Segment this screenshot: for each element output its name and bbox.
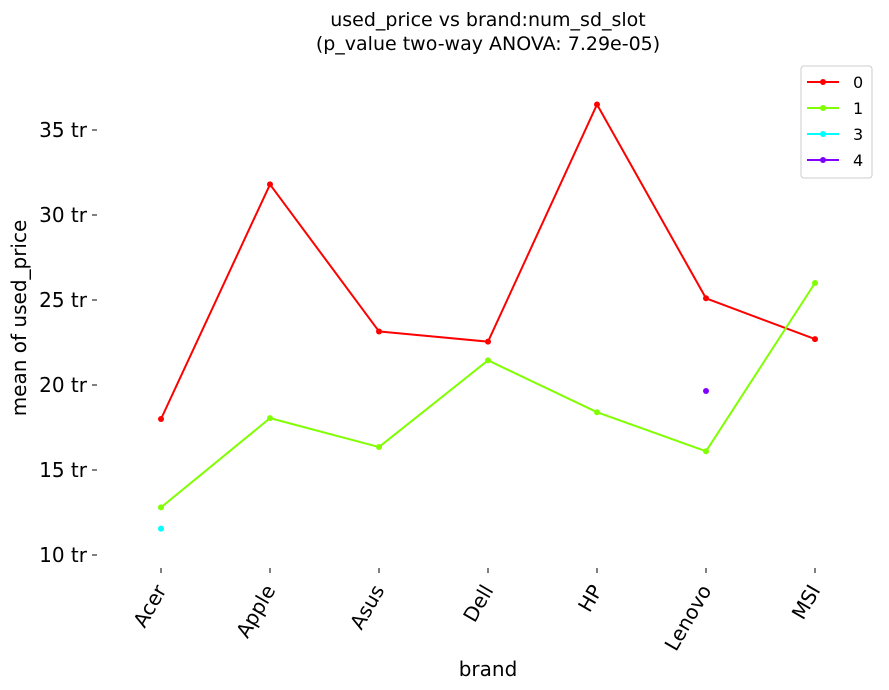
data-point-series-0 [376,328,382,335]
legend-marker-3 [820,131,826,137]
data-point-series-1 [812,280,818,286]
data-point-series-1 [485,357,491,364]
y-tick-label: 25 tr [39,288,88,312]
legend: 0 1 3 4 [800,65,873,179]
data-point-series-1 [594,409,600,416]
x-tick-label: Dell [458,581,498,627]
x-tick-label: Lenovo [659,581,716,655]
data-point-series-0 [594,101,600,108]
y-tick-label: 30 tr [39,203,88,227]
legend-marker-1 [820,105,826,111]
data-point-series-0 [485,338,491,345]
y-tick-label: 15 tr [39,458,88,482]
y-tick-label: 20 tr [39,373,88,397]
data-point-series-4 [703,387,709,394]
legend-label: 1 [853,99,863,118]
legend-label: 4 [853,151,863,170]
data-point-series-0 [267,181,273,188]
legend-label: 3 [853,125,863,144]
y-tick-label: 10 tr [39,543,88,567]
legend-label: 0 [853,73,863,92]
x-axis-ticks: Acer Apple Asus Dell HP Lenovo MSI [128,568,825,655]
data-point-series-1 [376,444,382,451]
legend-frame [800,65,873,179]
data-point-series-1 [703,448,709,455]
data-point-series-0 [703,295,709,302]
x-tick-label: Acer [128,580,172,632]
series-line-1 [160,282,816,509]
x-axis-label: brand [459,657,518,681]
chart-title: used_price vs brand:num_sd_slot [330,9,646,31]
x-tick-label: MSI [787,581,826,624]
x-tick-label: Apple [231,581,280,642]
legend-marker-4 [820,157,826,163]
data-point-series-1 [158,504,164,511]
data-point-series-0 [158,416,164,422]
x-tick-label: HP [573,581,607,616]
y-tick-label: 35 tr [39,118,88,142]
legend-marker-0 [820,79,826,85]
data-point-series-3 [158,525,164,532]
series-line-0 [160,102,816,420]
y-axis-label: mean of used_price [7,220,31,417]
chart-subtitle: (p_value two-way ANOVA: 7.29e-05) [316,33,660,55]
series-group [158,101,818,532]
x-tick-label: Asus [345,581,389,634]
data-point-series-0 [812,336,818,343]
y-axis-ticks: 10 tr 15 tr 20 tr 25 tr 30 tr 35 tr [39,118,97,567]
data-point-series-1 [267,415,273,422]
